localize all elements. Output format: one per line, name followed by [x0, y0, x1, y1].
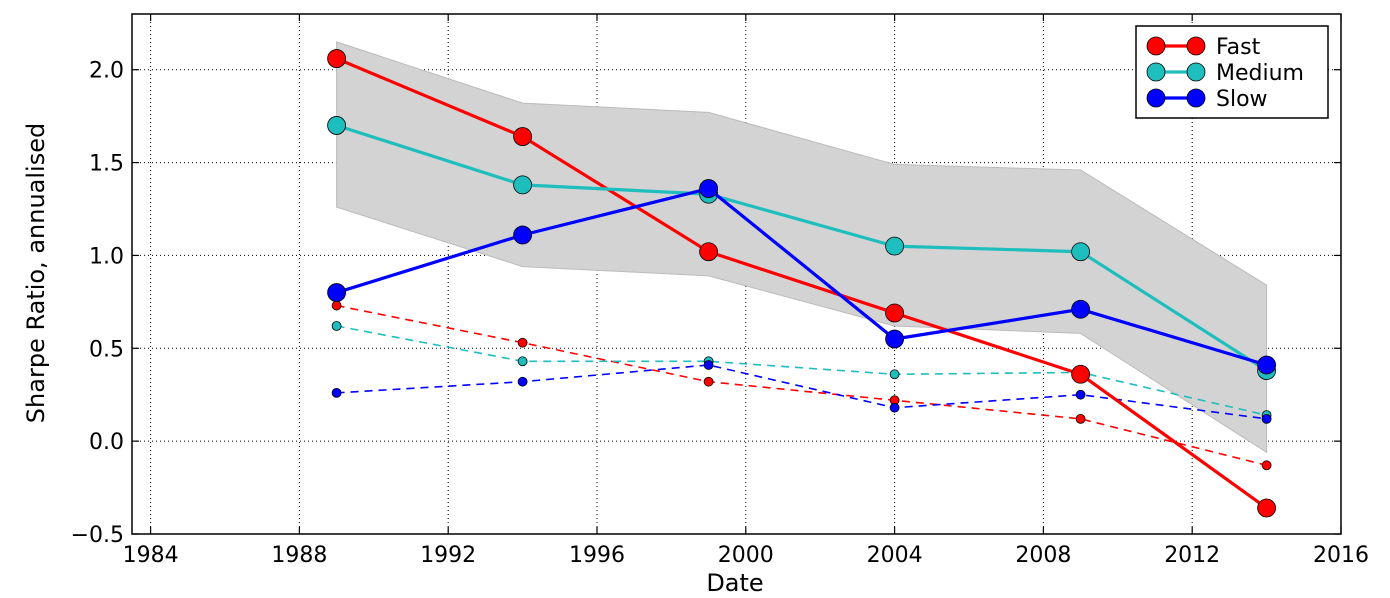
legend-label-fast: Fast	[1216, 35, 1261, 60]
dashed-series-point	[1261, 460, 1272, 471]
dashed-series-point	[331, 321, 342, 331]
dashed-series-point	[331, 300, 342, 311]
y-tick-label: 2.0	[89, 59, 124, 84]
series-point-medium	[885, 236, 904, 256]
dashed-series-line	[336, 304, 1267, 467]
y-tick-label: 1.0	[89, 244, 124, 269]
dashed-series-point	[703, 376, 714, 387]
x-tick-label: 2008	[1015, 543, 1071, 568]
x-tick-label: 1988	[271, 543, 327, 568]
series-line-fast	[335, 57, 1268, 510]
x-tick-label: 1992	[420, 543, 476, 568]
series-point-slow	[513, 225, 532, 245]
legend-label-medium: Medium	[1216, 61, 1304, 86]
series-group	[327, 49, 1276, 518]
y-tick-label: 0.0	[89, 430, 124, 455]
series-point-fast	[327, 49, 347, 68]
x-tick-label: 2004	[867, 543, 923, 568]
series-point-fast	[1071, 364, 1090, 384]
series-point-slow	[885, 329, 904, 349]
dashed-series-point	[1075, 413, 1086, 424]
range-band-area	[336, 41, 1268, 454]
plot-frame	[131, 13, 1342, 535]
legend-label-slow: Slow	[1216, 87, 1268, 112]
plot-border	[131, 13, 1342, 535]
dashed-series-point	[889, 369, 900, 380]
dashed-series-line	[336, 325, 1267, 416]
series-point-slow	[327, 283, 347, 302]
y-axis-label: Sharpe Ratio, annualised	[22, 123, 50, 423]
legend-marker-medium	[1146, 62, 1166, 82]
x-tick-label: 1996	[569, 543, 625, 568]
legend-marker-fast	[1186, 36, 1206, 56]
series-point-medium	[513, 175, 532, 195]
tick-labels: 1984 1988 1992 1996 2000 2004 2008 2012 2016 −0.5…	[71, 14, 1369, 568]
dashed-series-point	[517, 376, 528, 387]
x-tick-label: 2012	[1164, 543, 1220, 568]
series-point-slow	[1257, 355, 1276, 375]
series-point-medium	[1071, 242, 1090, 262]
x-tick-label: 1984	[123, 543, 179, 568]
dashed-series-point	[1261, 413, 1272, 424]
legend-marker-fast	[1146, 36, 1166, 56]
dashed-series-point	[517, 356, 528, 367]
dashed-series-point	[1075, 389, 1086, 400]
range-band	[336, 41, 1268, 454]
y-tick-label: 1.5	[89, 152, 124, 177]
series-point-slow	[1071, 299, 1090, 319]
series-point-fast	[513, 127, 532, 146]
dashed-series-point	[889, 402, 900, 413]
dashed-series-group	[331, 300, 1272, 471]
series-point-fast	[1257, 498, 1276, 518]
dashed-series-point	[703, 360, 714, 370]
series-point-fast	[885, 303, 904, 323]
y-tick-label: 0.5	[89, 337, 124, 362]
legend-marker-medium	[1186, 62, 1206, 82]
series-point-medium	[327, 116, 347, 135]
series-line-medium	[336, 123, 1268, 372]
series-line-slow	[336, 186, 1268, 367]
dashed-series-line	[336, 364, 1267, 420]
x-tick-label: 2016	[1313, 543, 1369, 568]
x-axis-label: Date	[706, 569, 763, 597]
series-point-slow	[699, 179, 718, 198]
legend-marker-slow	[1146, 88, 1166, 108]
x-tick-label: 2000	[718, 543, 774, 568]
y-tick-label: −0.5	[71, 523, 124, 548]
series-point-fast	[699, 242, 718, 262]
dashed-series-point	[517, 337, 528, 348]
legend-marker-slow	[1186, 88, 1206, 108]
dashed-series-point	[331, 387, 342, 398]
